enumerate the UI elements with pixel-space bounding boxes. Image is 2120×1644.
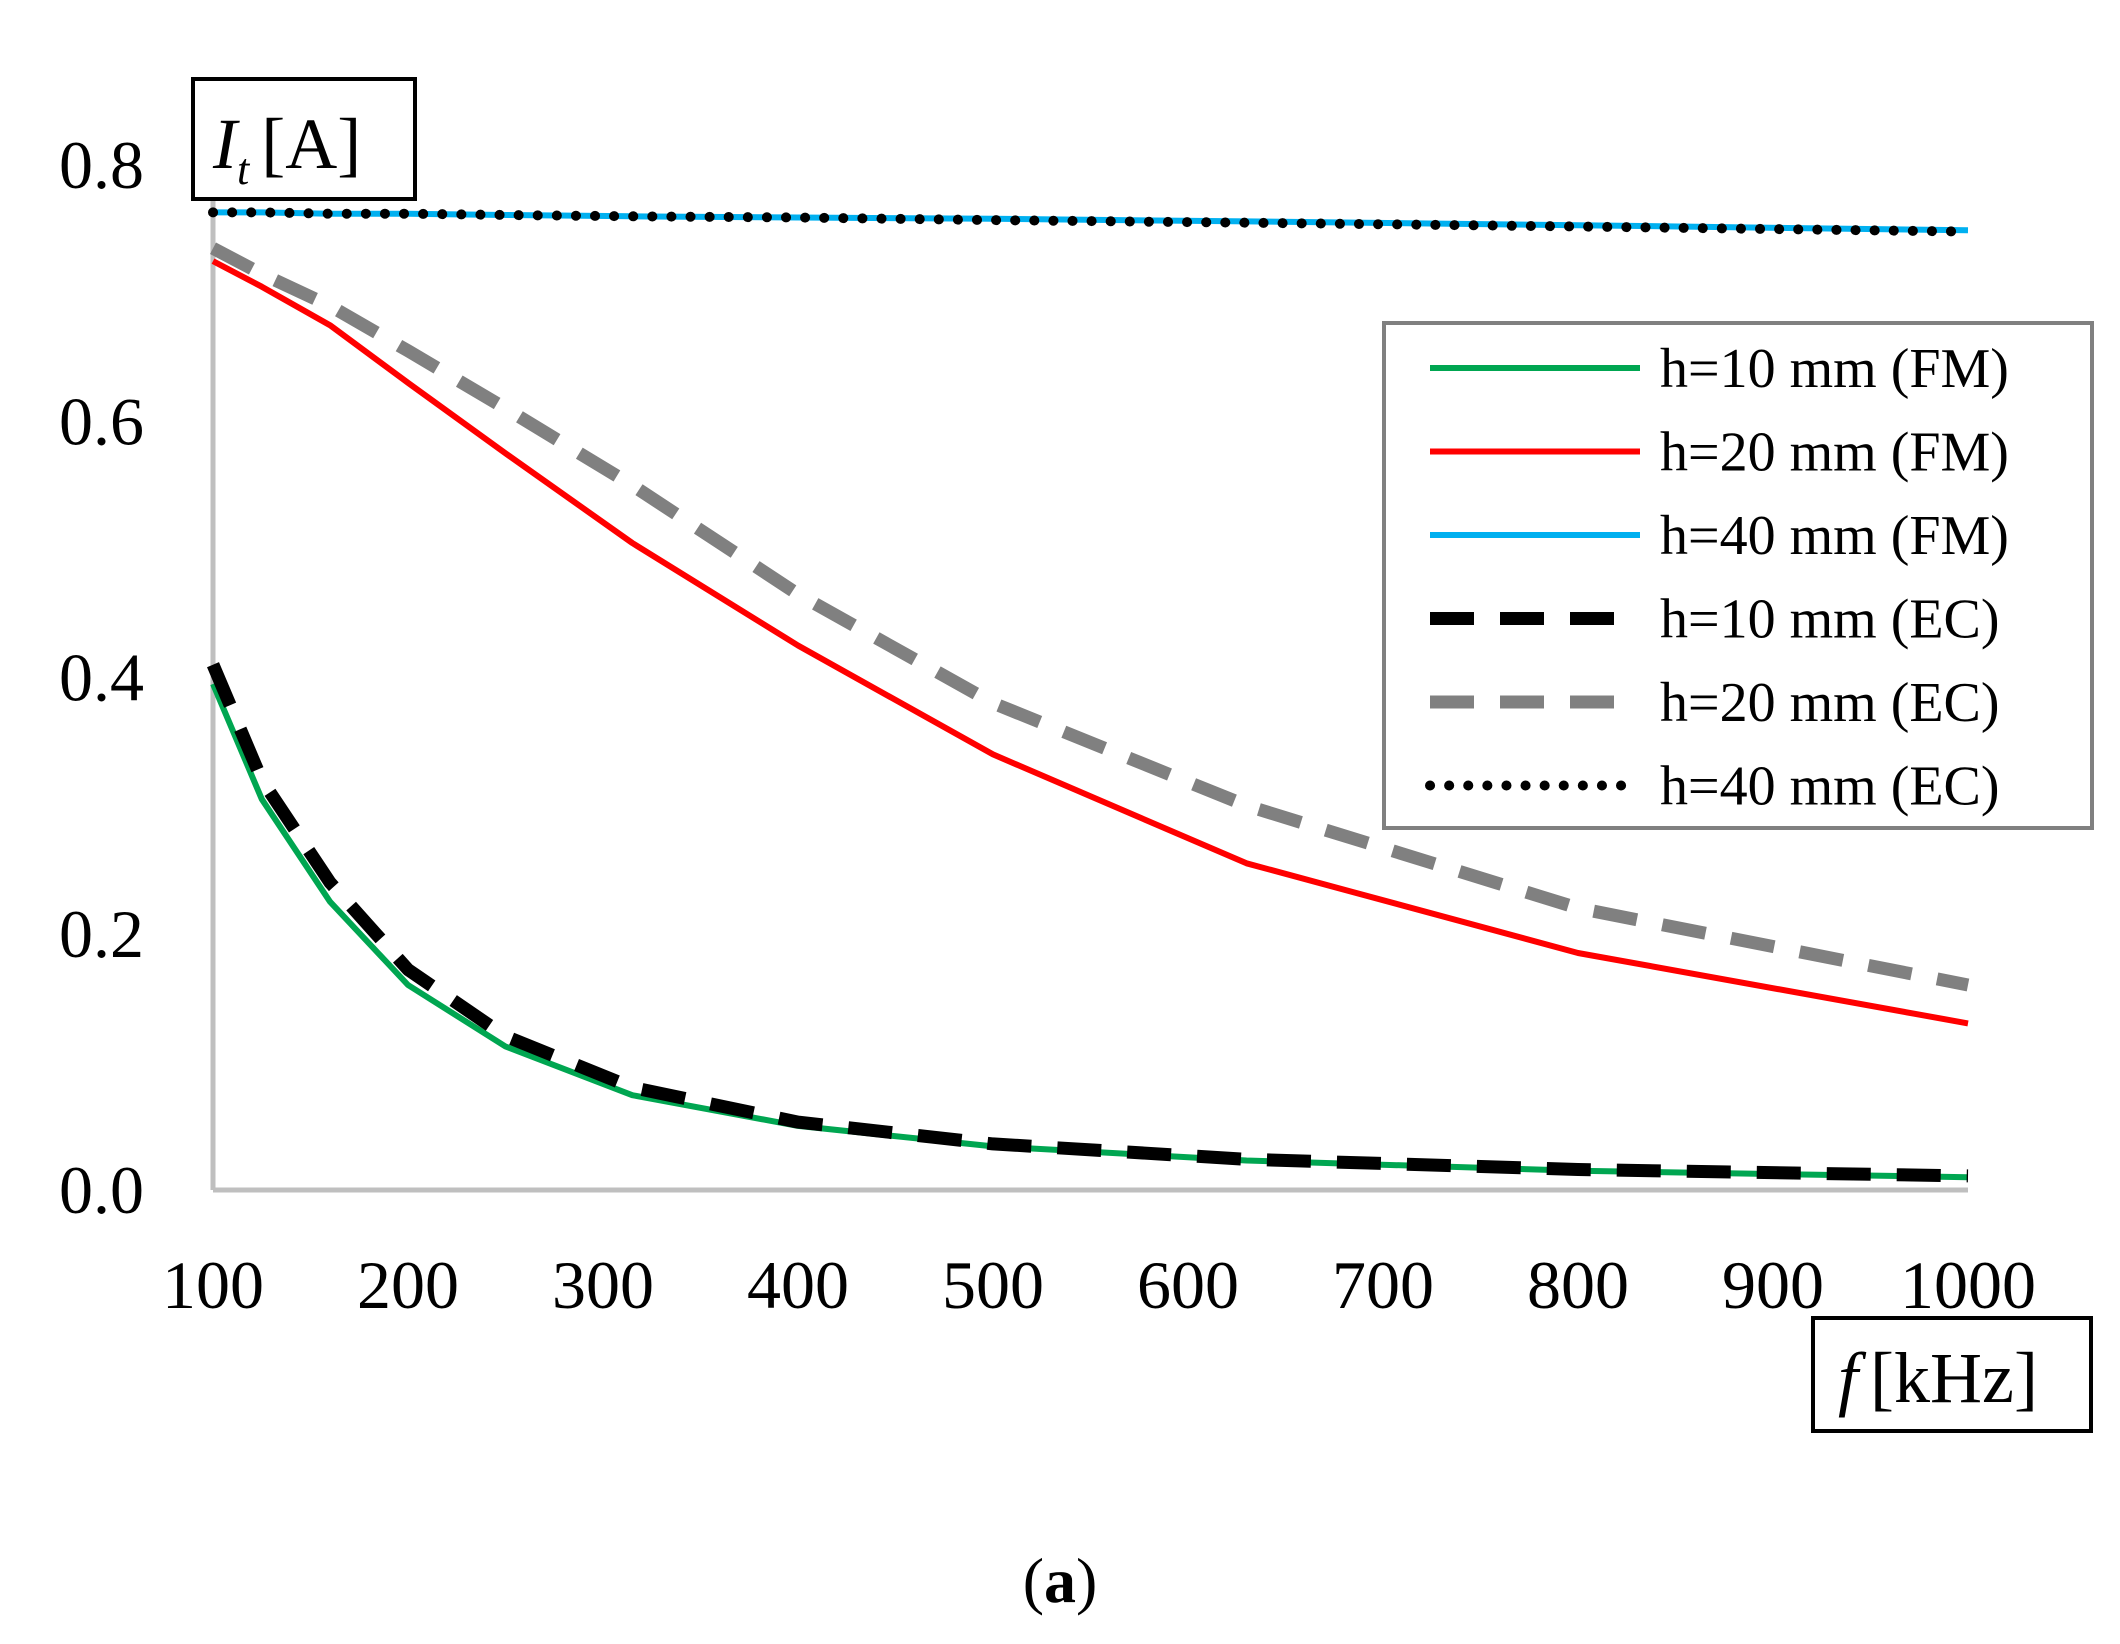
x-tick-label: 900	[1722, 1247, 1824, 1323]
tick-labels: 100 200 300 400 500 600 700 800 900 1000 0.0 0.2 0.4…	[59, 127, 2036, 1323]
svg-text:It[A]: It [A]	[212, 104, 361, 194]
x-tick-label: 400	[747, 1247, 849, 1323]
y-axis-label: It [A]	[191, 77, 417, 201]
legend-label: h=20 mm (FM)	[1660, 422, 2009, 484]
svg-text:f[kHz]: f [kHz]	[1838, 1338, 2038, 1418]
x-tick-label: 500	[942, 1247, 1044, 1323]
x-tick-label: 100	[162, 1247, 264, 1323]
series-layer	[207, 207, 1973, 1183]
y-tick-label: 0.0	[59, 1152, 144, 1228]
legend-label: h=10 mm (EC)	[1660, 589, 2000, 651]
y-tick-label: 0.4	[59, 640, 144, 716]
x-tick-label: 700	[1332, 1247, 1434, 1323]
series-line	[209, 242, 1970, 992]
series-line	[208, 207, 1973, 237]
series-line	[207, 662, 1969, 1183]
legend-label: h=20 mm (EC)	[1660, 672, 2000, 734]
legend-label: h=40 mm (FM)	[1660, 505, 2009, 567]
legend-label: h=40 mm (EC)	[1660, 756, 2000, 818]
x-axis-unit: [kHz]	[1870, 1338, 2038, 1418]
y-tick-label: 0.2	[59, 896, 144, 972]
legend-label: h=10 mm (FM)	[1660, 338, 2009, 400]
legend: h=10 mm (FM) h=20 mm (FM) h=40 mm (FM) h=10…	[1382, 321, 2094, 830]
y-tick-label: 0.6	[59, 383, 144, 459]
x-tick-label: 800	[1527, 1247, 1629, 1323]
x-tick-label: 600	[1137, 1247, 1239, 1323]
y-axis-subscript: t	[237, 145, 251, 194]
x-tick-label: 300	[552, 1247, 654, 1323]
caption-letter: a	[1044, 1545, 1076, 1616]
y-axis-unit: [A]	[261, 104, 361, 184]
x-axis-label: f [kHz]	[1811, 1316, 2093, 1433]
x-tick-label: 1000	[1900, 1247, 2036, 1323]
caption: (a)	[1023, 1545, 1098, 1616]
y-tick-label: 0.8	[59, 127, 144, 203]
series-line	[211, 258, 1969, 1027]
x-tick-label: 200	[357, 1247, 459, 1323]
y-axis-symbol: I	[212, 104, 240, 184]
